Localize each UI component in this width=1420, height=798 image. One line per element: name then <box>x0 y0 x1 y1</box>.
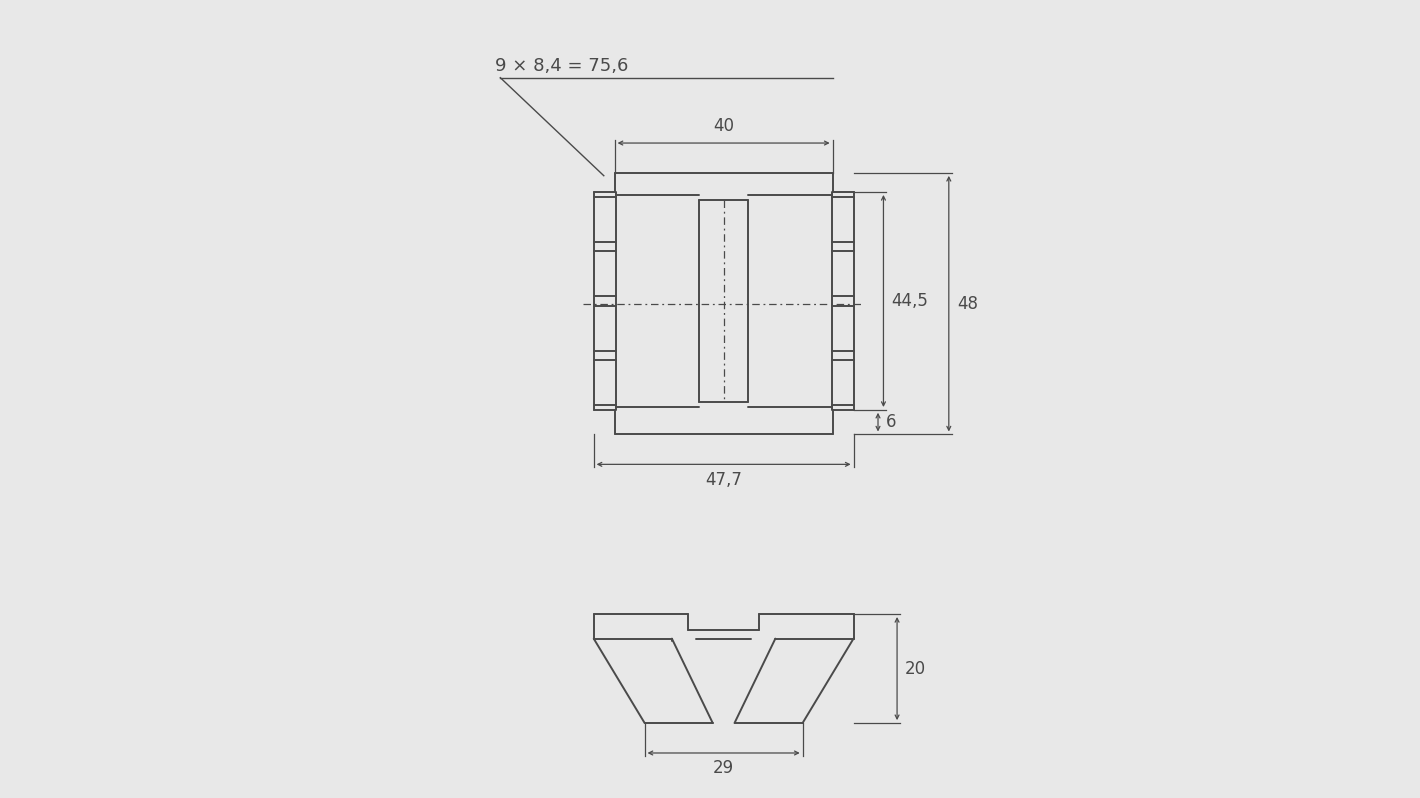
Text: 6: 6 <box>886 413 896 431</box>
Text: 29: 29 <box>713 760 734 777</box>
Text: 48: 48 <box>957 294 978 313</box>
Text: 9 × 8,4 = 75,6: 9 × 8,4 = 75,6 <box>496 57 628 75</box>
Text: 20: 20 <box>905 660 926 678</box>
Text: 40: 40 <box>713 117 734 135</box>
Text: 47,7: 47,7 <box>706 471 743 489</box>
Text: 44,5: 44,5 <box>892 292 929 310</box>
